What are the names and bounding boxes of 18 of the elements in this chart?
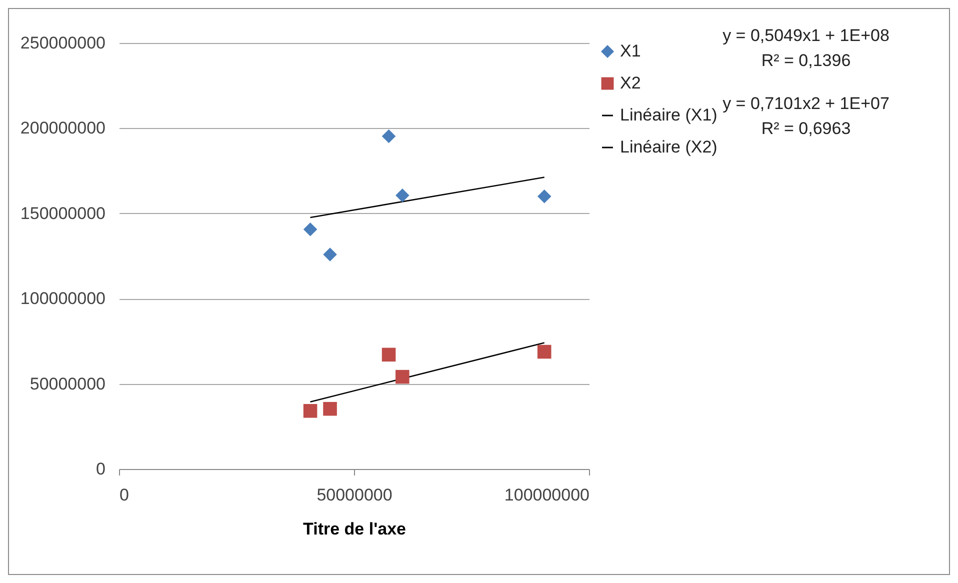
x-axis-title: Titre de l'axe [303,520,406,538]
x-tick-label: 50000000 [316,486,392,504]
legend-label: X1 [620,42,641,60]
text: y = 0,5049x1 + 1E+08 [722,25,890,47]
x-tick-label: 100000000 [504,486,590,504]
y-tick-label: 100000000 [20,289,106,308]
y-tick-label: 0 [96,460,106,478]
legend-label: X2 [620,74,641,92]
text: y = 0,7101x2 + 1E+07 [722,94,890,113]
text: R² = 0,6963 [761,119,851,138]
y-tick-label: 150000000 [20,204,106,223]
text: R² = 0,1396 [760,50,852,72]
y-tick-label: 50000000 [30,374,106,394]
y-tick-label: 250000000 [20,34,106,52]
x-tick-label: 0 [120,486,129,504]
legend-label: Linéaire (X2) [620,138,718,156]
y-tick-label: 200000000 [20,118,106,138]
legend-label: Linéaire (X1) [620,106,718,124]
